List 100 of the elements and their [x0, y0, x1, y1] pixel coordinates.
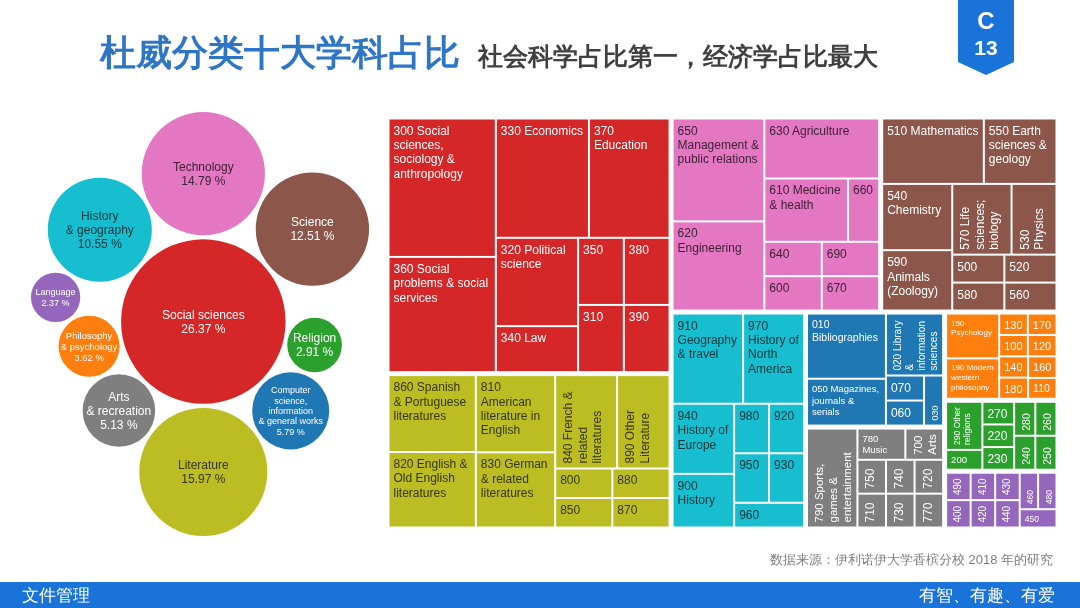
category-label: 900 History	[677, 478, 715, 508]
category-label: 020 Library & information sciences	[891, 320, 939, 371]
category-label: 400	[952, 505, 964, 523]
category-label: 610 Medicine & health	[769, 183, 842, 212]
category-label: Literature	[177, 458, 229, 473]
category-label: 490	[952, 477, 964, 496]
category-label: 050 Magazines, journals & serials	[810, 383, 880, 418]
category-label: 270	[987, 406, 1008, 421]
title: 杜威分类十大学科占比	[100, 32, 460, 73]
category-label: 570 Life sciences; biology	[958, 199, 1002, 250]
annotation: C	[977, 7, 995, 34]
annotation: 13	[974, 36, 998, 59]
data-label: 26.37 %	[181, 321, 226, 336]
category-label: 360 Social problems & social services	[393, 261, 489, 305]
category-label: 510 Mathematics	[887, 123, 979, 138]
annotation: 有智、有趣、有爱	[919, 586, 1055, 605]
category-label: 840 French & related literatures	[561, 391, 604, 464]
category-label: 480	[1043, 489, 1054, 505]
category-label: 860 Spanish & Portuguese literatures	[393, 380, 467, 423]
category-label: 330 Economics	[500, 123, 583, 138]
data-label: 10.55 %	[77, 236, 123, 251]
category-label: 430	[1001, 477, 1013, 496]
category-label: 150 Psychology	[951, 318, 993, 338]
category-label: 200	[951, 454, 967, 466]
category-label: 810 American literature in English	[480, 380, 541, 438]
category-label: 060	[890, 405, 912, 420]
data-label: 5.79 %	[276, 426, 305, 437]
category-label: 770	[920, 502, 935, 523]
category-label: 930	[774, 458, 795, 473]
category-label: 960	[739, 507, 760, 522]
data-label: 5.13 %	[100, 417, 138, 432]
category-label: 110	[1033, 382, 1050, 395]
category-label: 740	[891, 468, 906, 489]
category-label: 190 Modern western philosophy	[950, 363, 994, 392]
category-label: 590 Animals (Zoology)	[887, 255, 938, 298]
category-label: Religion	[292, 331, 337, 346]
data-label: 14.79 %	[181, 173, 226, 188]
category-label: 500	[957, 259, 978, 274]
category-label: 940 History of Europe	[677, 408, 729, 452]
category-label: 550 Earth sciences & geology	[988, 123, 1047, 167]
category-label: 260	[1040, 413, 1053, 431]
category-label: 540 Chemistry	[887, 188, 942, 218]
category-label: 140	[1004, 361, 1023, 374]
category-label: 880	[617, 473, 638, 488]
data-label: 15.97 %	[181, 472, 226, 487]
category-label: 790 Sports, games & entertainment	[813, 451, 854, 523]
category-label: 720	[920, 468, 935, 489]
category-label: 910 Geography & travel	[677, 318, 737, 362]
category-label: Science	[291, 215, 335, 230]
data-label: 2.91 %	[295, 345, 334, 360]
category-label: 980	[739, 408, 760, 423]
category-label: 560	[1009, 287, 1030, 302]
category-label: 870	[617, 503, 638, 517]
category-label: 250	[1040, 447, 1053, 465]
category-label: Computer science, information & general works	[258, 385, 324, 427]
category-label: 520	[1009, 259, 1030, 274]
category-label: 420	[976, 505, 988, 523]
category-label: 440	[1001, 505, 1013, 523]
category-label: 710	[863, 502, 878, 523]
category-label: 920	[774, 408, 795, 423]
category-label: 630 Agriculture	[769, 123, 850, 138]
category-label: 660	[853, 183, 874, 198]
category-label: 820 English & Old English literatures	[393, 457, 468, 500]
category-label: 280	[1019, 413, 1032, 431]
category-label: 580	[957, 287, 978, 302]
category-label: 180	[1004, 382, 1023, 395]
annotation: 文件管理	[22, 586, 90, 605]
category-label: 650 Management & public relations	[677, 123, 759, 167]
category-label: 410	[976, 477, 988, 496]
category-label: 670	[826, 281, 848, 296]
category-label: 340 Law	[500, 331, 547, 346]
category-label: 780 Music	[862, 433, 888, 456]
category-label: 530 Physics	[1017, 208, 1046, 250]
category-label: 750	[863, 468, 878, 489]
category-label: 600	[769, 281, 790, 296]
category-label: 030	[930, 405, 941, 421]
category-label: 730	[891, 502, 906, 523]
category-label: Philosophy & psychology	[60, 329, 118, 352]
category-label: 010 Bibliographies	[811, 318, 878, 343]
category-label: 070	[890, 380, 912, 395]
subtitle: 社会科学占比第一，经济学占比最大	[478, 42, 878, 70]
category-label: History & geography	[65, 209, 134, 237]
category-label: 390	[628, 309, 650, 324]
category-label: 890 Other Literature	[623, 410, 652, 464]
category-label: 690	[826, 246, 848, 261]
category-label: 830 German & related literatures	[480, 457, 548, 501]
category-label: 380	[628, 242, 650, 257]
category-label: Arts & recreation	[86, 389, 152, 418]
category-label: 850	[560, 503, 581, 517]
category-label: 970 History of North America	[748, 318, 800, 376]
category-label: 310	[583, 309, 604, 324]
category-label: Language	[35, 287, 76, 298]
annotation: 数据来源：伊利诺伊大学香槟分校 2018 年的研究	[769, 552, 1053, 567]
data-label: 3.62 %	[74, 351, 105, 363]
category-label: 460	[1025, 489, 1036, 505]
category-label: 320 Political science	[500, 242, 566, 272]
category-label: 300 Social sciences, sociology & anthropology	[393, 123, 463, 181]
category-label: Social sciences	[161, 307, 245, 322]
category-label: 450	[1024, 513, 1040, 524]
category-label: 230	[987, 452, 1008, 467]
